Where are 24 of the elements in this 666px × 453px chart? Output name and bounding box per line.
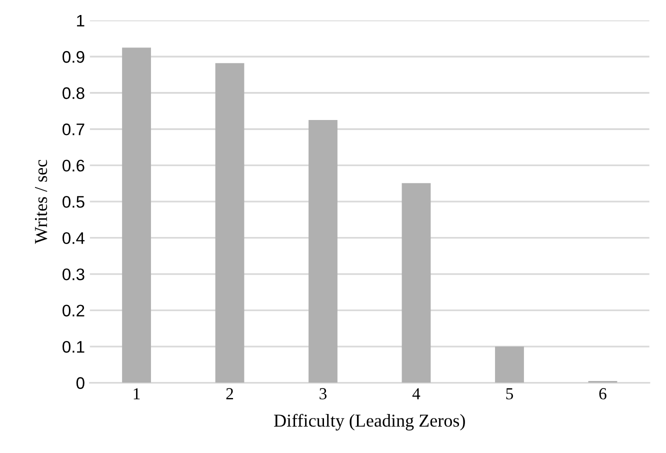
- x-tick-label: 2: [226, 388, 234, 400]
- x-tick-label: 1: [134, 388, 140, 400]
- y-tick-label: 0.5: [62, 196, 84, 208]
- bar: [402, 183, 431, 383]
- x-axis-title: Difficulty (Leading Zeros): [274, 414, 465, 430]
- y-tick-label: 0.9: [62, 51, 84, 63]
- y-tick-label: 0: [76, 377, 84, 389]
- y-tick-label: 0.4: [62, 232, 85, 244]
- x-tick-label: 6: [599, 388, 606, 400]
- bar: [122, 48, 151, 383]
- y-axis-title: Writes / sec: [34, 160, 48, 244]
- y-tick-label: 0.2: [62, 304, 84, 317]
- x-tick-label: 5: [506, 388, 514, 400]
- y-tick-label: 0.8: [62, 87, 84, 100]
- bar: [495, 346, 524, 383]
- y-tick-label: 0.1: [62, 340, 84, 353]
- x-tick-label: 3: [320, 388, 327, 400]
- x-tick-label: 4: [412, 388, 420, 400]
- y-tick-label: 0.7: [62, 124, 84, 136]
- bar: [308, 120, 338, 383]
- y-tick-label: 0.3: [62, 268, 84, 280]
- y-tick-label: 1: [77, 14, 84, 26]
- bar: [215, 63, 244, 383]
- y-tick-label: 0.6: [62, 160, 84, 172]
